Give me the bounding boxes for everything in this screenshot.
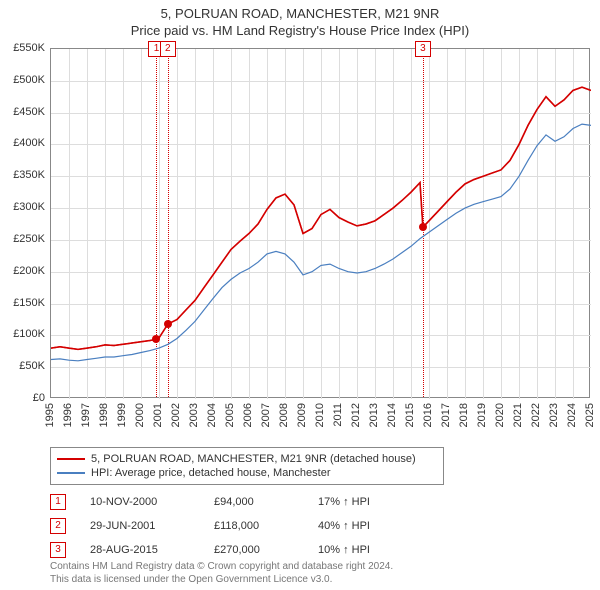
x-tick-label: 2003	[188, 403, 200, 427]
x-tick-label: 2021	[512, 403, 524, 427]
y-tick-label: £250K	[0, 233, 45, 245]
event-price: £270,000	[214, 544, 294, 556]
chart-title-line1: 5, POLRUAN ROAD, MANCHESTER, M21 9NR	[0, 0, 600, 21]
legend-swatch	[57, 472, 85, 474]
y-tick-label: £500K	[0, 74, 45, 86]
y-tick-label: £200K	[0, 265, 45, 277]
x-tick-label: 2014	[386, 403, 398, 427]
x-tick-label: 2015	[404, 403, 416, 427]
legend-row: 5, POLRUAN ROAD, MANCHESTER, M21 9NR (de…	[57, 452, 437, 466]
x-tick-label: 2020	[494, 403, 506, 427]
x-tick-label: 2022	[530, 403, 542, 427]
x-tick-label: 2017	[440, 403, 452, 427]
x-tick-label: 2010	[314, 403, 326, 427]
event-date: 28-AUG-2015	[90, 544, 190, 556]
events-table: 1 10-NOV-2000 £94,000 17% ↑ HPI 2 29-JUN-2001…	[50, 490, 408, 562]
x-tick-label: 1999	[116, 403, 128, 427]
x-tick-label: 2009	[296, 403, 308, 427]
legend-label: 5, POLRUAN ROAD, MANCHESTER, M21 9NR (de…	[91, 453, 416, 465]
event-point-2	[164, 320, 172, 328]
y-tick-label: £450K	[0, 106, 45, 118]
x-tick-label: 2000	[134, 403, 146, 427]
x-tick-label: 1998	[98, 403, 110, 427]
event-table-row: 1 10-NOV-2000 £94,000 17% ↑ HPI	[50, 490, 408, 514]
event-box-3: 3	[50, 542, 66, 558]
legend-label: HPI: Average price, detached house, Manc…	[91, 467, 331, 479]
x-tick-label: 2024	[566, 403, 578, 427]
x-tick-label: 2012	[350, 403, 362, 427]
x-tick-label: 2013	[368, 403, 380, 427]
event-box-2: 2	[50, 518, 66, 534]
x-tick-label: 2008	[278, 403, 290, 427]
event-pct: 17% ↑ HPI	[318, 496, 408, 508]
event-pct: 40% ↑ HPI	[318, 520, 408, 532]
event-price: £94,000	[214, 496, 294, 508]
y-tick-label: £400K	[0, 137, 45, 149]
footer-line2: This data is licensed under the Open Gov…	[50, 573, 393, 586]
event-point-1	[152, 335, 160, 343]
x-tick-label: 2001	[152, 403, 164, 427]
x-tick-label: 1996	[62, 403, 74, 427]
y-tick-label: £550K	[0, 42, 45, 54]
x-tick-label: 1997	[80, 403, 92, 427]
event-date: 10-NOV-2000	[90, 496, 190, 508]
x-tick-label: 2006	[242, 403, 254, 427]
x-tick-label: 2004	[206, 403, 218, 427]
event-marker-2: 2	[160, 41, 176, 57]
event-table-row: 2 29-JUN-2001 £118,000 40% ↑ HPI	[50, 514, 408, 538]
event-pct: 10% ↑ HPI	[318, 544, 408, 556]
x-tick-label: 2002	[170, 403, 182, 427]
footer-line1: Contains HM Land Registry data © Crown c…	[50, 560, 393, 573]
x-tick-label: 2019	[476, 403, 488, 427]
x-tick-label: 2018	[458, 403, 470, 427]
legend: 5, POLRUAN ROAD, MANCHESTER, M21 9NR (de…	[50, 447, 444, 485]
line-svg	[51, 49, 591, 399]
series-line-property	[51, 87, 591, 349]
x-tick-label: 2005	[224, 403, 236, 427]
x-tick-label: 1995	[44, 403, 56, 427]
chart-area: 123 £0£50K£100K£150K£200K£250K£300K£350K…	[50, 48, 590, 398]
y-tick-label: £350K	[0, 169, 45, 181]
legend-swatch	[57, 458, 85, 460]
legend-row: HPI: Average price, detached house, Manc…	[57, 466, 437, 480]
event-box-1: 1	[50, 494, 66, 510]
y-tick-label: £150K	[0, 297, 45, 309]
footer-attribution: Contains HM Land Registry data © Crown c…	[50, 560, 393, 586]
chart-title-line2: Price paid vs. HM Land Registry's House …	[0, 21, 600, 38]
y-tick-label: £100K	[0, 328, 45, 340]
x-tick-label: 2011	[332, 403, 344, 427]
y-tick-label: £0	[0, 392, 45, 404]
event-price: £118,000	[214, 520, 294, 532]
series-line-property-top	[51, 87, 591, 349]
y-tick-label: £300K	[0, 201, 45, 213]
x-tick-label: 2016	[422, 403, 434, 427]
y-tick-label: £50K	[0, 360, 45, 372]
event-point-3	[419, 223, 427, 231]
x-tick-label: 2023	[548, 403, 560, 427]
event-date: 29-JUN-2001	[90, 520, 190, 532]
x-tick-label: 2007	[260, 403, 272, 427]
plot-region: 123	[50, 48, 590, 398]
event-marker-3: 3	[415, 41, 431, 57]
event-table-row: 3 28-AUG-2015 £270,000 10% ↑ HPI	[50, 538, 408, 562]
x-tick-label: 2025	[584, 403, 596, 427]
